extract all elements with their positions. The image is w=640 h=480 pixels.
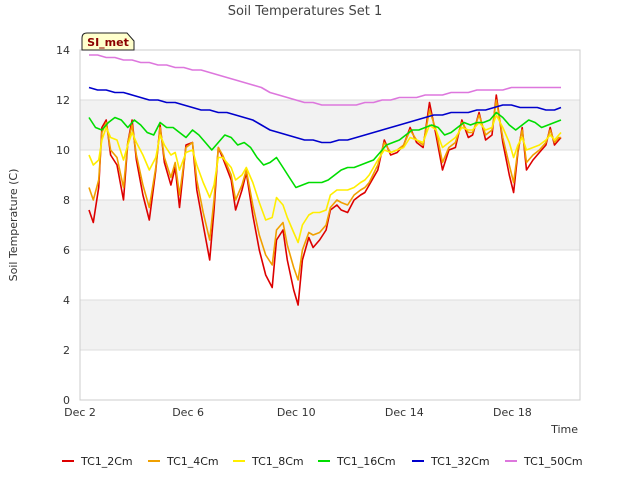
chart-title: Soil Temperatures Set 1 bbox=[228, 4, 383, 19]
series-line-tc1-8cm bbox=[88, 114, 562, 244]
legend: TC1_2Cm TC1_4Cm TC1_8Cm TC1_16Cm TC1_32Cm TC1… bbox=[62, 455, 583, 468]
y-tick-label: 4 bbox=[63, 294, 70, 307]
legend-label: TC1_8Cm bbox=[251, 455, 304, 468]
y-tick-label: 0 bbox=[63, 394, 70, 407]
legend-label: TC1_4Cm bbox=[166, 455, 219, 468]
site-label: SI_met bbox=[87, 36, 129, 49]
legend-item-tc1-4cm: TC1_4Cm bbox=[148, 455, 219, 468]
legend-label: TC1_16Cm bbox=[336, 455, 396, 468]
x-tick-label: Dec 2 bbox=[64, 406, 96, 419]
x-axis-ticks: Dec 2 Dec 6 Dec 10 Dec 14 Dec 18 bbox=[64, 406, 532, 419]
legend-item-tc1-8cm: TC1_8Cm bbox=[233, 455, 304, 468]
legend-label: TC1_50Cm bbox=[523, 455, 583, 468]
y-tick-label: 8 bbox=[63, 194, 70, 207]
series-line-tc1-4cm bbox=[88, 99, 561, 281]
series-line-tc1-16cm bbox=[88, 111, 562, 189]
legend-label: TC1_2Cm bbox=[80, 455, 133, 468]
band-0 bbox=[80, 300, 580, 350]
background-bands bbox=[80, 100, 580, 350]
x-tick-label: Dec 10 bbox=[277, 406, 316, 419]
legend-item-tc1-32cm: TC1_32Cm bbox=[412, 455, 490, 468]
y-tick-label: 6 bbox=[63, 244, 70, 257]
y-tick-label: 12 bbox=[56, 94, 70, 107]
x-axis-label: Time bbox=[550, 423, 578, 436]
legend-item-tc1-2cm: TC1_2Cm bbox=[62, 455, 133, 468]
y-tick-label: 2 bbox=[63, 344, 70, 357]
x-tick-label: Dec 18 bbox=[493, 406, 532, 419]
series-line-tc1-50cm bbox=[89, 54, 561, 106]
y-tick-label: 10 bbox=[56, 144, 70, 157]
legend-item-tc1-16cm: TC1_16Cm bbox=[318, 455, 396, 468]
y-tick-label: 14 bbox=[56, 44, 70, 57]
site-badge-shape bbox=[81, 32, 135, 51]
legend-item-tc1-50cm: TC1_50Cm bbox=[505, 455, 583, 468]
y-axis-ticks: 0 2 4 6 8 10 12 14 bbox=[56, 44, 70, 407]
legend-label: TC1_32Cm bbox=[430, 455, 490, 468]
site-badge: SI_met bbox=[81, 32, 135, 51]
series-lines bbox=[88, 54, 562, 306]
x-tick-label: Dec 6 bbox=[172, 406, 204, 419]
y-axis-label: Soil Temperature (C) bbox=[7, 169, 20, 282]
series-line-tc1-32cm bbox=[88, 86, 562, 144]
plot-frame bbox=[79, 49, 581, 401]
x-tick-label: Dec 14 bbox=[385, 406, 424, 419]
